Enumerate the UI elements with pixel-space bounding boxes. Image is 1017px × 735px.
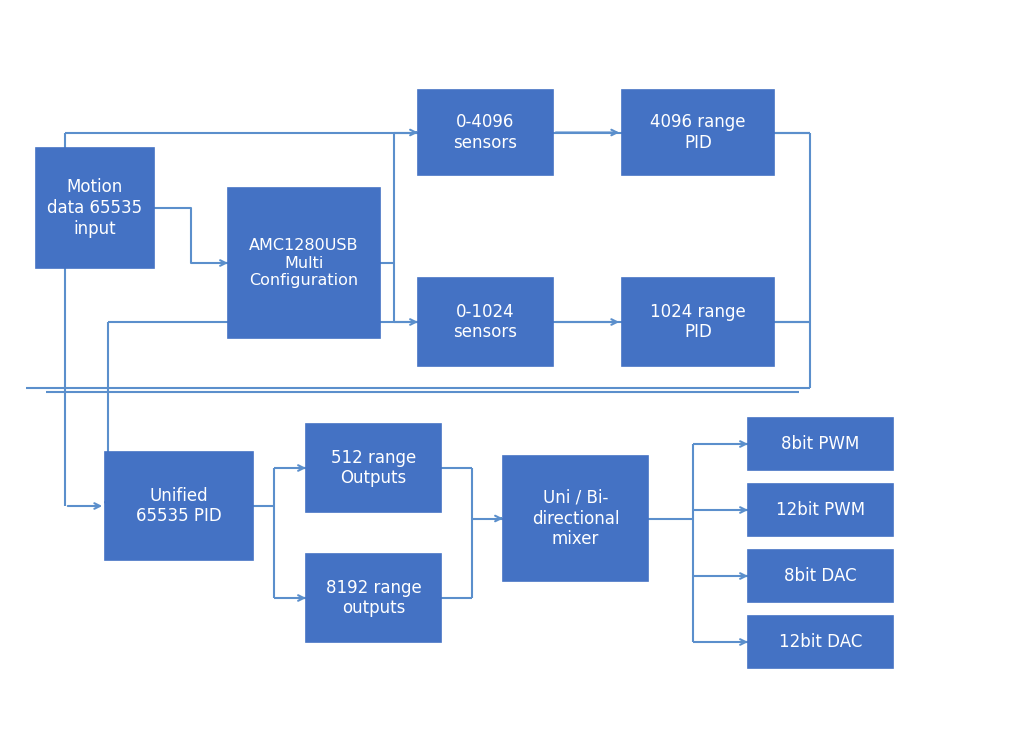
- FancyBboxPatch shape: [503, 456, 648, 581]
- FancyBboxPatch shape: [747, 484, 893, 536]
- Text: Unified
65535 PID: Unified 65535 PID: [136, 487, 222, 526]
- FancyBboxPatch shape: [306, 554, 441, 642]
- Text: 512 range
Outputs: 512 range Outputs: [331, 448, 416, 487]
- Text: 8bit PWM: 8bit PWM: [781, 435, 859, 453]
- FancyBboxPatch shape: [747, 616, 893, 668]
- FancyBboxPatch shape: [306, 424, 441, 512]
- Text: 12bit PWM: 12bit PWM: [776, 501, 865, 519]
- FancyBboxPatch shape: [418, 90, 553, 175]
- FancyBboxPatch shape: [747, 418, 893, 470]
- Text: 8bit DAC: 8bit DAC: [784, 567, 856, 585]
- Text: 8192 range
outputs: 8192 range outputs: [325, 578, 421, 617]
- Text: 12bit DAC: 12bit DAC: [779, 633, 862, 651]
- Text: 0-4096
sensors: 0-4096 sensors: [454, 113, 518, 152]
- FancyBboxPatch shape: [228, 188, 380, 338]
- FancyBboxPatch shape: [418, 278, 553, 366]
- Text: 0-1024
sensors: 0-1024 sensors: [454, 303, 518, 341]
- Text: Uni / Bi-
directional
mixer: Uni / Bi- directional mixer: [532, 489, 619, 548]
- Text: 1024 range
PID: 1024 range PID: [650, 303, 745, 341]
- FancyBboxPatch shape: [105, 452, 253, 560]
- FancyBboxPatch shape: [36, 148, 154, 268]
- Text: AMC1280USB
Multi
Configuration: AMC1280USB Multi Configuration: [249, 238, 359, 288]
- Text: 4096 range
PID: 4096 range PID: [650, 113, 745, 152]
- FancyBboxPatch shape: [622, 90, 774, 175]
- FancyBboxPatch shape: [747, 550, 893, 602]
- Text: Motion
data 65535
input: Motion data 65535 input: [48, 178, 142, 238]
- FancyBboxPatch shape: [622, 278, 774, 366]
